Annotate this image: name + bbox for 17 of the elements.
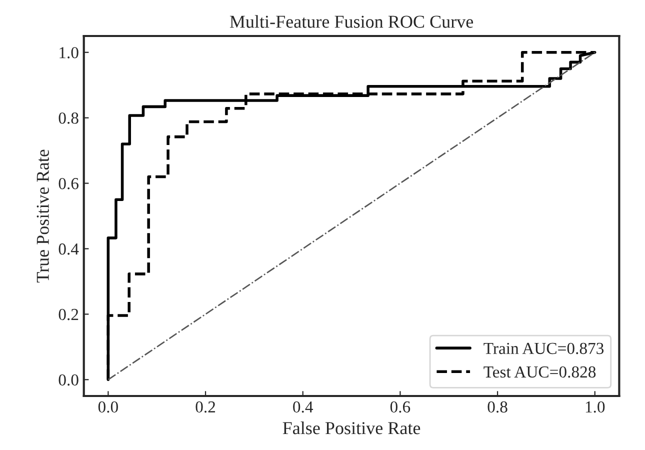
x-axis-title: False Positive Rate bbox=[282, 422, 420, 434]
y-tick-label: 0.4 bbox=[58, 243, 79, 255]
y-tick-label: 1.0 bbox=[60, 47, 78, 58]
y-tick-label: 0.6 bbox=[58, 178, 78, 190]
chart-title: Multi-Feature Fusion ROC Curve bbox=[230, 15, 474, 28]
x-tick-label: 0.0 bbox=[98, 401, 118, 413]
legend-label: Test AUC=0.828 bbox=[484, 366, 596, 378]
y-tick-label: 0.8 bbox=[58, 112, 78, 124]
x-tick-label: 0.2 bbox=[196, 401, 216, 413]
y-tick-label: 0.0 bbox=[58, 374, 78, 386]
x-tick-label: 1.0 bbox=[586, 401, 605, 413]
y-axis-title: True Positive Rate bbox=[36, 150, 49, 283]
x-tick-label: 0.8 bbox=[488, 401, 508, 413]
x-tick-label: 0.6 bbox=[390, 401, 410, 413]
x-tick-label: 0.4 bbox=[293, 401, 314, 413]
y-tick-label: 0.2 bbox=[58, 308, 78, 320]
legend-label: Train AUC=0.873 bbox=[484, 342, 604, 354]
